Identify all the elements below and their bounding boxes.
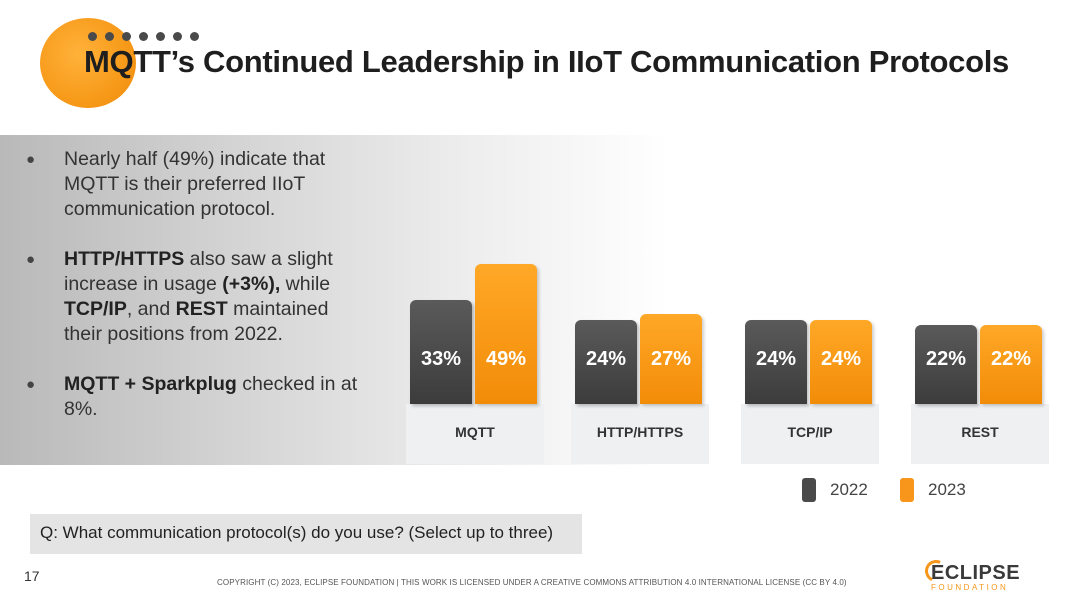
bullet-text: HTTP/HTTPS [64, 248, 185, 270]
category-band [911, 404, 1049, 464]
dot [122, 32, 131, 41]
category-label: HTTP/HTTPS [596, 424, 684, 440]
dot [156, 32, 165, 41]
logo-subtext: FOUNDATION [931, 583, 1009, 592]
data-label: 24% [755, 348, 797, 370]
page-number: 17 [24, 568, 40, 584]
bullet-text: also saw a slight increase in usage [64, 248, 333, 295]
legend-label-2022: 2022 [830, 480, 868, 499]
bar-2023-mqtt [475, 264, 537, 404]
bullet-text: REST [175, 298, 228, 320]
survey-question: Q: What communication protocol(s) do you… [30, 514, 582, 554]
bar-2022-rest [915, 325, 977, 404]
category-label: REST [961, 424, 999, 440]
bullet-text: , and [126, 298, 176, 320]
data-label: 27% [650, 348, 692, 370]
category-label: MQTT [455, 424, 495, 440]
data-label: 24% [820, 348, 862, 370]
dot [105, 32, 114, 41]
dot [139, 32, 148, 41]
legend-item-2022: 2022 [802, 478, 868, 502]
slide-title: MQTT’s Continued Leadership in IIoT Comm… [84, 44, 1009, 79]
dot [173, 32, 182, 41]
bullet-text: while [280, 273, 331, 295]
category-band [741, 404, 879, 464]
decorative-dots [88, 32, 199, 41]
bullet-text: checked in at 8%. [64, 373, 358, 420]
data-label: 22% [925, 348, 967, 370]
bar-2022-tcp-ip [745, 320, 807, 404]
bullet-text: (+3%), [222, 273, 281, 295]
category-band [571, 404, 709, 464]
bullet-text: MQTT + Sparkplug [64, 373, 237, 395]
data-label: 24% [585, 348, 627, 370]
logo-wordmark: ECLIPSE [931, 562, 1021, 584]
eclipse-foundation-logo: ECLIPSE FOUNDATION [921, 556, 1035, 594]
legend-swatch-2023 [900, 478, 914, 502]
data-label: 22% [990, 348, 1032, 370]
bar-2023-tcp-ip [810, 320, 872, 404]
category-label: TCP/IP [787, 424, 833, 440]
bar-2022-mqtt [410, 300, 472, 404]
legend-item-2023: 2023 [900, 478, 966, 502]
bullet-text: TCP/IP [64, 298, 127, 320]
bullet-item: HTTP/HTTPS also saw a slight increase in… [26, 247, 366, 347]
bullet-list: Nearly half (49%) indicate that MQTT is … [26, 147, 366, 447]
copyright-notice: COPYRIGHT (C) 2023, ECLIPSE FOUNDATION |… [217, 578, 847, 587]
bullet-text: maintained their positions from 2022. [64, 298, 329, 345]
dot [88, 32, 97, 41]
data-label: 33% [420, 348, 462, 370]
bar-2023-http-https [640, 314, 702, 404]
bullet-text: Nearly half (49%) indicate that MQTT is … [64, 148, 326, 220]
bar-chart: MQTT 33% 49% HTTP/HTTPS 24% 27% TCP/IP 24% 24% RE… [400, 140, 1060, 470]
legend-swatch-2022 [802, 478, 816, 502]
data-label: 49% [485, 348, 527, 370]
category-band [406, 404, 544, 464]
bullet-item: Nearly half (49%) indicate that MQTT is … [26, 147, 366, 222]
bar-2022-http-https [575, 320, 637, 404]
legend-label-2023: 2023 [928, 480, 966, 499]
dot [190, 32, 199, 41]
bar-2023-rest [980, 325, 1042, 404]
bullet-item: MQTT + Sparkplug checked in at 8%. [26, 372, 366, 422]
